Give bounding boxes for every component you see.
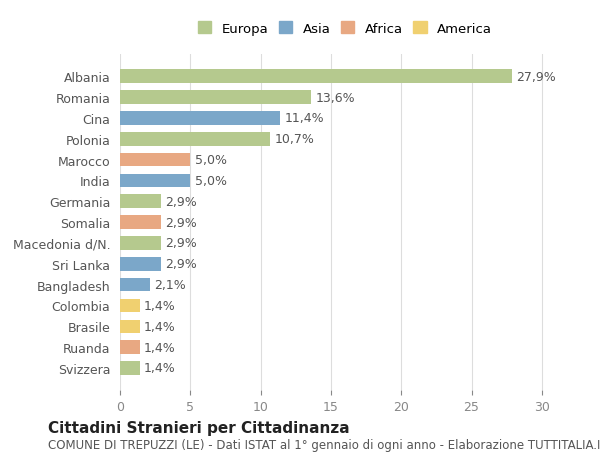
Bar — [120, 174, 190, 188]
Text: 2,1%: 2,1% — [154, 279, 185, 291]
Legend: Europa, Asia, Africa, America: Europa, Asia, Africa, America — [194, 18, 496, 39]
Text: 5,0%: 5,0% — [194, 154, 227, 167]
Text: 2,9%: 2,9% — [165, 237, 197, 250]
Bar — [120, 216, 161, 230]
Bar — [120, 153, 190, 167]
Text: 1,4%: 1,4% — [144, 320, 176, 333]
Text: 1,4%: 1,4% — [144, 341, 176, 354]
Text: Cittadini Stranieri per Cittadinanza: Cittadini Stranieri per Cittadinanza — [48, 420, 350, 435]
Text: 27,9%: 27,9% — [517, 71, 556, 84]
Bar — [120, 320, 140, 333]
Text: 2,9%: 2,9% — [165, 257, 197, 271]
Bar — [120, 91, 311, 105]
Text: COMUNE DI TREPUZZI (LE) - Dati ISTAT al 1° gennaio di ogni anno - Elaborazione T: COMUNE DI TREPUZZI (LE) - Dati ISTAT al … — [48, 438, 600, 451]
Text: 13,6%: 13,6% — [316, 91, 355, 104]
Bar — [120, 257, 161, 271]
Text: 1,4%: 1,4% — [144, 362, 176, 375]
Bar — [120, 299, 140, 313]
Bar — [120, 133, 271, 146]
Bar — [120, 112, 280, 125]
Text: 2,9%: 2,9% — [165, 196, 197, 208]
Bar — [120, 70, 512, 84]
Bar — [120, 341, 140, 354]
Bar — [120, 361, 140, 375]
Text: 2,9%: 2,9% — [165, 216, 197, 229]
Text: 11,4%: 11,4% — [284, 112, 324, 125]
Text: 1,4%: 1,4% — [144, 299, 176, 312]
Bar — [120, 278, 149, 292]
Bar — [120, 237, 161, 250]
Text: 5,0%: 5,0% — [194, 174, 227, 188]
Bar — [120, 195, 161, 208]
Text: 10,7%: 10,7% — [275, 133, 314, 146]
